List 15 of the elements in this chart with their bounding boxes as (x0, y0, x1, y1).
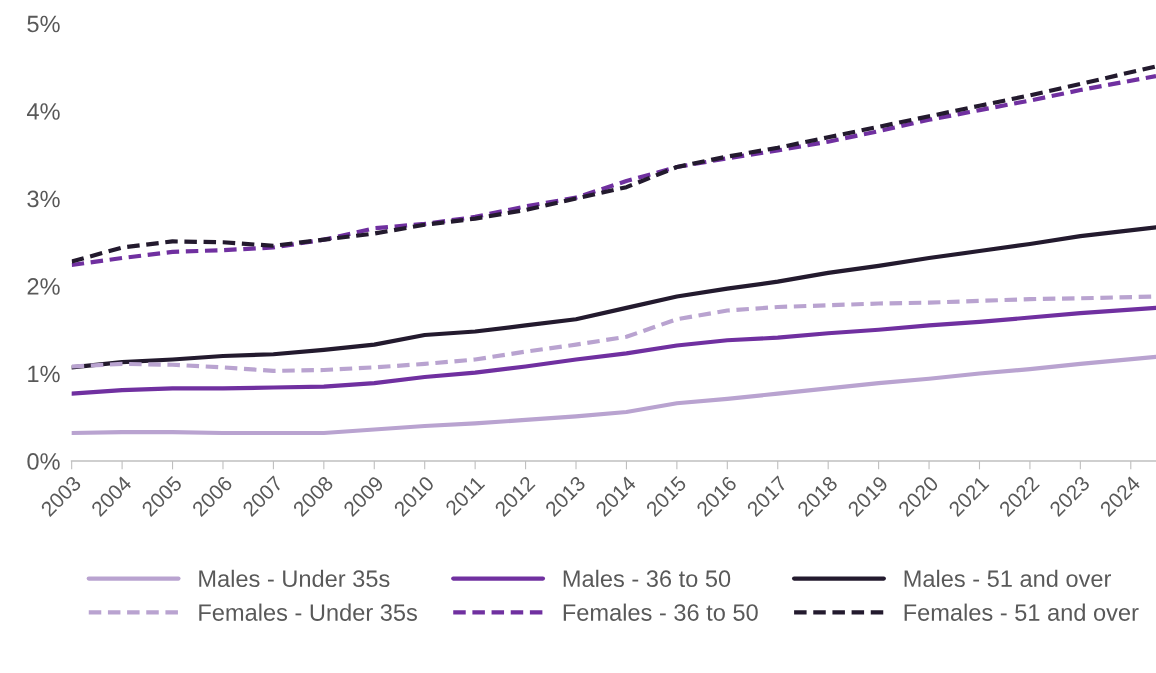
legend-label: Males - 51 and over (904, 569, 1111, 588)
y-tick-label: 0% (27, 453, 60, 470)
y-tick-label: 2% (27, 278, 60, 295)
legend-label: Males - Under 35s (199, 569, 390, 588)
legend-label: Females - 51 and over (904, 603, 1139, 621)
y-tick-label: 3% (27, 190, 60, 208)
y-tick-label: 4% (26, 103, 60, 120)
y-tick-label: 1% (28, 365, 60, 383)
y-tick-label: 5% (27, 15, 60, 33)
legend-label: Females - 36 to 50 (563, 603, 758, 621)
line-series (71, 225, 1156, 370)
legend-label: Males - 36 to 50 (563, 569, 731, 588)
line-series (71, 305, 1156, 396)
line-series (71, 354, 1156, 436)
legend-label: Females - Under 35s (199, 603, 417, 621)
